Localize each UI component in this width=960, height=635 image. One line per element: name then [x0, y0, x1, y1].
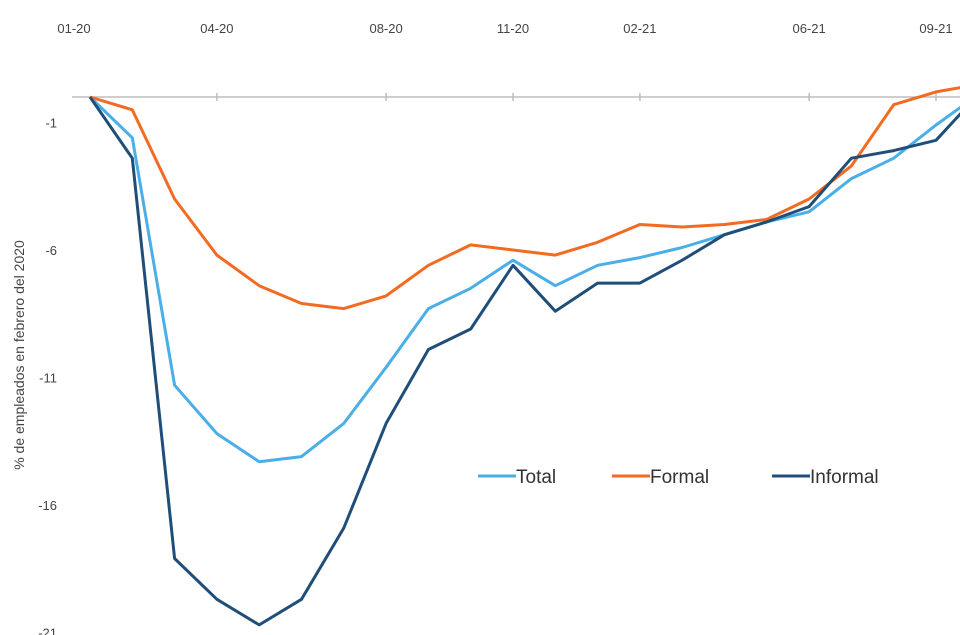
y-axis-title: % de empleados en febrero del 2020	[11, 240, 27, 470]
x-axis-ticks: 01-20 04-20 08-20 11-20 02-21 06-21 09-21	[57, 21, 953, 101]
legend-label-informal: Informal	[810, 467, 879, 488]
y-axis-ticks: -1 -6 -11 -16 -21	[38, 116, 57, 635]
x-tick-label: 09-21	[919, 21, 952, 36]
x-tick-label: 02-21	[623, 21, 656, 36]
series-line-informal	[88, 96, 960, 627]
legend: Total Formal Informal	[478, 467, 879, 488]
x-tick-label: 01-20	[57, 21, 90, 36]
x-tick-label: 06-21	[792, 21, 825, 36]
x-tick-label: 04-20	[200, 21, 233, 36]
y-tick-label: -6	[45, 243, 57, 258]
y-tick-label: -11	[39, 371, 57, 386]
y-tick-label: -21	[38, 626, 57, 635]
series-line-total	[88, 95, 960, 464]
legend-label-total: Total	[516, 467, 556, 488]
legend-label-formal: Formal	[650, 467, 709, 488]
x-tick-label: 08-20	[369, 21, 402, 36]
series-lines	[88, 86, 960, 627]
x-tick-label: 11-20	[497, 21, 529, 36]
series-line-formal	[89, 86, 960, 311]
y-tick-label: -1	[45, 116, 57, 131]
y-tick-label: -16	[38, 498, 57, 513]
